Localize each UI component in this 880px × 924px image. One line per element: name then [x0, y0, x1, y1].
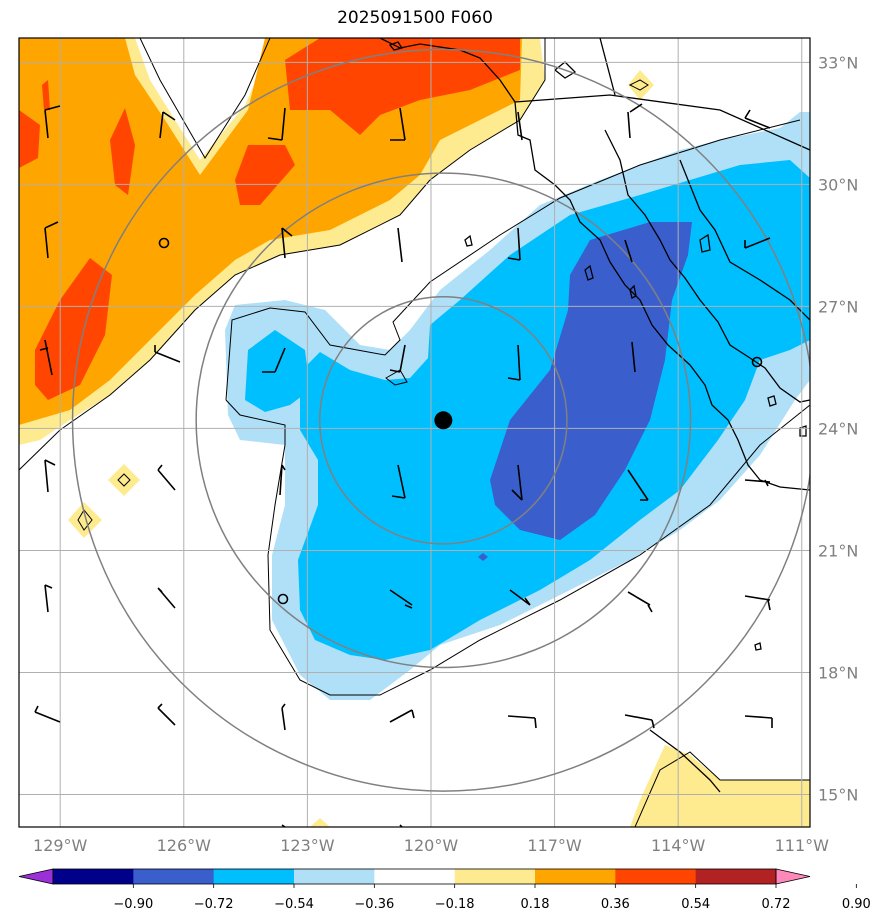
positive-anomaly-shading: [19, 38, 810, 827]
range-ring: [195, 172, 692, 669]
colorbar-label: −0.18: [435, 897, 475, 912]
colorbar-frame: [52, 868, 777, 885]
map-area: [19, 38, 810, 827]
latitude-labels: 33°N 30°N 27°N 24°N 21°N 18°N 15°N: [818, 53, 858, 804]
colorbar-label: −0.36: [354, 897, 394, 912]
colorbar-segment: [133, 869, 215, 884]
lat-tick-label: 30°N: [818, 175, 858, 194]
colorbar: −0.90 −0.72 −0.54 −0.36 −0.18 0.18 0.36 0.54 0.7…: [18, 868, 871, 912]
storm-center-marker: [434, 411, 453, 430]
longitude-labels: 129°W 126°W 123°W 120°W 117°W 114°W 111°W: [33, 836, 829, 855]
anomaly-contours: [19, 38, 810, 827]
lat-tick-label: 18°N: [818, 663, 858, 682]
lat-tick-label: 27°N: [818, 297, 858, 316]
lon-tick-label: 117°W: [527, 836, 582, 855]
calm-wind-circles: [158, 237, 763, 605]
colorbar-label: −0.90: [113, 897, 153, 912]
colorbar-label: 0.54: [681, 897, 710, 912]
colorbar-segment: [213, 869, 295, 884]
colorbar-extend-low: [18, 868, 54, 885]
coastlines: [379, 38, 810, 793]
colorbar-segment: [535, 869, 616, 884]
colorbar-label: 0.90: [842, 897, 871, 912]
lat-tick-label: 15°N: [818, 785, 858, 804]
range-ring: [71, 48, 810, 792]
lon-tick-label: 129°W: [33, 836, 88, 855]
map-frame: [18, 37, 811, 828]
lon-tick-label: 126°W: [157, 836, 212, 855]
colorbar-label: 0.18: [521, 897, 550, 912]
colorbar-segment: [53, 869, 134, 884]
colorbar-label: 0.72: [762, 897, 791, 912]
wind-barbs: [34, 103, 773, 827]
colorbar-label: 0.36: [601, 897, 630, 912]
lat-tick-label: 21°N: [818, 541, 858, 560]
lon-tick-label: 111°W: [775, 836, 830, 855]
range-rings: [71, 48, 810, 792]
map-title: 2025091500 F060: [337, 8, 493, 28]
colorbar-segment: [615, 869, 697, 884]
range-ring: [318, 295, 568, 545]
colorbar-segment: [695, 869, 777, 884]
lon-tick-label: 120°W: [404, 836, 459, 855]
lat-tick-label: 33°N: [818, 53, 858, 72]
colorbar-segment: [294, 869, 375, 884]
lat-lon-grid: [19, 38, 810, 827]
colorbar-label: −0.72: [194, 897, 234, 912]
colorbar-label: −0.54: [274, 897, 314, 912]
lon-tick-label: 114°W: [651, 836, 706, 855]
colorbar-segment: [454, 869, 536, 884]
colorbar-segment: [374, 869, 456, 884]
negative-anomaly-shading: [225, 112, 810, 700]
colorbar-extend-high: [775, 868, 811, 885]
lat-tick-label: 24°N: [818, 419, 858, 438]
lon-tick-label: 123°W: [280, 836, 335, 855]
